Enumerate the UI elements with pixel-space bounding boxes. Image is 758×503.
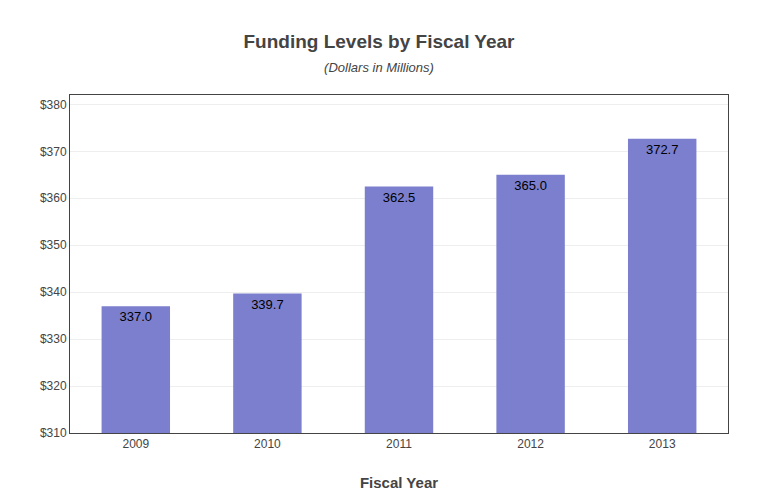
svg-text:$320: $320 <box>40 379 67 393</box>
svg-text:$310: $310 <box>40 426 67 440</box>
svg-text:$340: $340 <box>40 285 67 299</box>
svg-text:365.0: 365.0 <box>514 178 547 193</box>
svg-text:2009: 2009 <box>122 437 149 451</box>
svg-text:$330: $330 <box>40 332 67 346</box>
svg-text:Fiscal Year: Fiscal Year <box>360 474 438 491</box>
svg-text:2011: 2011 <box>386 437 412 451</box>
svg-text:362.5: 362.5 <box>383 190 416 205</box>
svg-text:372.7: 372.7 <box>646 142 679 157</box>
svg-text:(Dollars in Millions): (Dollars in Millions) <box>324 60 434 75</box>
svg-text:337.0: 337.0 <box>120 309 153 324</box>
svg-text:$350: $350 <box>40 238 67 252</box>
svg-text:2012: 2012 <box>517 437 544 451</box>
svg-text:$380: $380 <box>40 98 67 112</box>
svg-text:$360: $360 <box>40 191 67 205</box>
svg-text:2010: 2010 <box>254 437 281 451</box>
svg-text:2013: 2013 <box>649 437 676 451</box>
svg-text:339.7: 339.7 <box>251 297 284 312</box>
svg-text:Funding Levels by Fiscal Year: Funding Levels by Fiscal Year <box>243 31 515 52</box>
svg-text:$370: $370 <box>40 145 67 159</box>
